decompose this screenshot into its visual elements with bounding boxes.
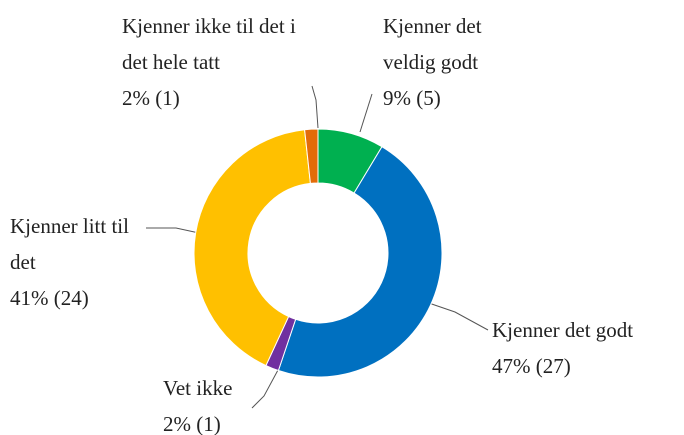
value-label: 9% (5) [383,86,441,110]
slice-label: Kjenner litt til det 41% (24) [10,208,145,316]
slice-label: Kjenner det veldig godt 9% (5) [383,8,513,116]
leader-line [311,85,319,129]
slice [304,128,319,184]
slice-label: Vet ikke 2% (1) [163,370,283,435]
value-label: 2% (1) [163,412,221,435]
value-label: 2% (1) [122,86,180,110]
value-label: 41% (24) [10,286,89,310]
category-label: Kjenner det veldig godt [383,14,482,74]
category-label: Kjenner litt til det [10,214,129,274]
leader-line [146,227,200,234]
leader-line [251,369,279,409]
leader-line [359,93,373,133]
slice-label: Kjenner det godt 47% (27) [492,312,684,384]
slices [193,128,443,378]
leader-line [419,299,489,331]
value-label: 47% (27) [492,354,571,378]
slice [277,146,443,378]
category-label: Kjenner ikke til det i det hele tatt [122,14,296,74]
category-label: Kjenner det godt [492,318,634,342]
slice [193,129,311,367]
slice-label: Kjenner ikke til det i det hele tatt 2% (… [122,8,322,116]
category-label: Vet ikke [163,376,233,400]
